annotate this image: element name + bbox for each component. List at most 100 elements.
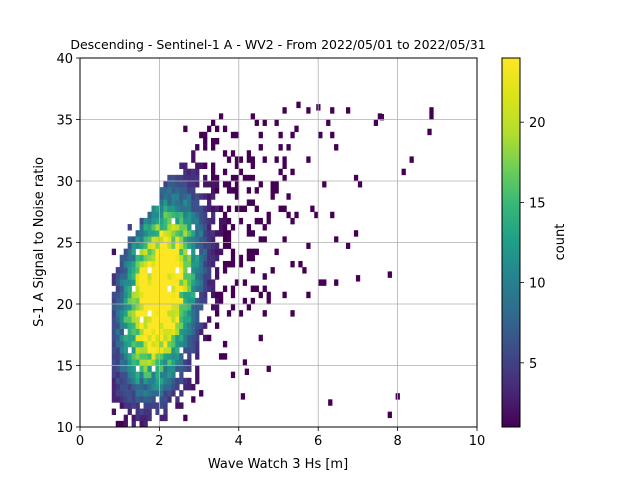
heatmap-cell — [151, 242, 156, 249]
heatmap-cell — [147, 328, 152, 336]
heatmap-cell — [195, 260, 200, 268]
heatmap-cell — [203, 334, 208, 342]
heatmap-cell — [151, 273, 156, 280]
heatmap-cell — [183, 217, 188, 225]
heatmap-cell — [143, 396, 148, 403]
heatmap-cell — [191, 236, 196, 243]
heatmap-cell — [163, 402, 168, 409]
heatmap-cell — [195, 353, 200, 360]
heatmap-cell — [334, 144, 339, 151]
heatmap-cell — [187, 310, 192, 317]
heatmap-cell — [254, 285, 259, 292]
heatmap-cell — [207, 248, 212, 256]
heatmap-cell — [191, 254, 196, 262]
heatmap-cell — [143, 285, 148, 292]
heatmap-cell — [155, 408, 160, 415]
heatmap-cell — [127, 365, 132, 372]
heatmap-outlier-cell — [427, 128, 432, 136]
heatmap-cell — [123, 371, 128, 379]
heatmap-cell — [199, 322, 204, 329]
heatmap-cell — [211, 211, 216, 219]
heatmap-cell — [131, 402, 136, 409]
heatmap-cell — [123, 316, 128, 323]
heatmap-cell — [127, 383, 132, 391]
heatmap-cell — [171, 297, 176, 305]
heatmap-cell — [191, 297, 196, 305]
plot-area — [79, 57, 478, 428]
heatmap-cell — [203, 242, 208, 249]
heatmap-cell — [211, 174, 216, 182]
heatmap-cell — [187, 279, 192, 286]
heatmap-cell — [266, 217, 271, 225]
heatmap-cell — [199, 328, 204, 336]
heatmap-cell — [195, 340, 200, 348]
heatmap-cell — [203, 273, 208, 280]
heatmap-cell — [254, 205, 259, 213]
heatmap-cell — [131, 396, 136, 403]
heatmap-cell — [127, 242, 132, 249]
heatmap-cell — [131, 310, 136, 317]
heatmap-cell — [226, 156, 232, 163]
heatmap-cell — [207, 316, 212, 323]
heatmap-cell — [195, 347, 200, 354]
heatmap-cell — [199, 217, 204, 225]
heatmap-cell — [175, 242, 180, 249]
heatmap-cell — [155, 236, 160, 243]
heatmap-cell — [143, 383, 148, 391]
heatmap-cell — [286, 193, 291, 200]
heatmap-cell — [175, 254, 180, 262]
heatmap-cell — [179, 377, 184, 385]
heatmap-cell — [151, 297, 156, 305]
heatmap-cell — [187, 285, 192, 292]
heatmap-cell — [131, 377, 136, 385]
heatmap-cell — [123, 297, 128, 305]
heatmap-cell — [139, 310, 144, 317]
heatmap-cell — [123, 279, 128, 286]
heatmap-cell — [199, 211, 204, 219]
heatmap-cell — [214, 267, 220, 274]
heatmap-cell — [171, 316, 176, 323]
heatmap-cell — [211, 187, 216, 194]
heatmap-cell — [326, 119, 331, 126]
heatmap-cell — [143, 408, 148, 415]
heatmap-cell — [183, 168, 188, 176]
heatmap-cell — [127, 310, 132, 317]
heatmap-cell — [159, 297, 164, 305]
heatmap-cell — [222, 340, 228, 348]
heatmap-cell — [246, 254, 252, 262]
heatmap-cell — [147, 211, 152, 219]
heatmap-cell — [262, 119, 267, 126]
heatmap-cell — [175, 279, 180, 286]
heatmap-cell — [310, 205, 315, 213]
heatmap-cell — [171, 211, 176, 219]
heatmap-cell — [222, 224, 228, 231]
heatmap-cell — [123, 291, 128, 299]
heatmap-cell — [211, 181, 216, 188]
heatmap-cell — [203, 205, 208, 213]
heatmap-cell — [123, 365, 128, 372]
heatmap-cell — [147, 365, 152, 372]
heatmap-cell — [175, 304, 180, 311]
heatmap-cell — [119, 383, 124, 391]
heatmap-cell — [147, 340, 152, 348]
heatmap-cell — [203, 254, 208, 262]
heatmap-cell — [163, 414, 168, 422]
heatmap-cell — [207, 279, 212, 286]
heatmap-cell — [167, 371, 172, 379]
heatmap-cell — [151, 316, 156, 323]
heatmap-cell — [163, 260, 168, 268]
heatmap-cell — [218, 248, 224, 256]
heatmap-cell — [199, 236, 204, 243]
heatmap-cell — [159, 383, 164, 391]
heatmap-cell — [167, 260, 172, 268]
heatmap-cell — [199, 279, 204, 286]
heatmap-cell — [119, 279, 124, 286]
heatmap-cell — [250, 248, 255, 256]
y-tick-label: 30 — [56, 175, 73, 190]
heatmap-cell — [218, 205, 224, 213]
heatmap-cell — [143, 297, 148, 305]
heatmap-cell — [151, 217, 156, 225]
heatmap-cell — [179, 291, 184, 299]
heatmap-cell — [262, 156, 267, 163]
